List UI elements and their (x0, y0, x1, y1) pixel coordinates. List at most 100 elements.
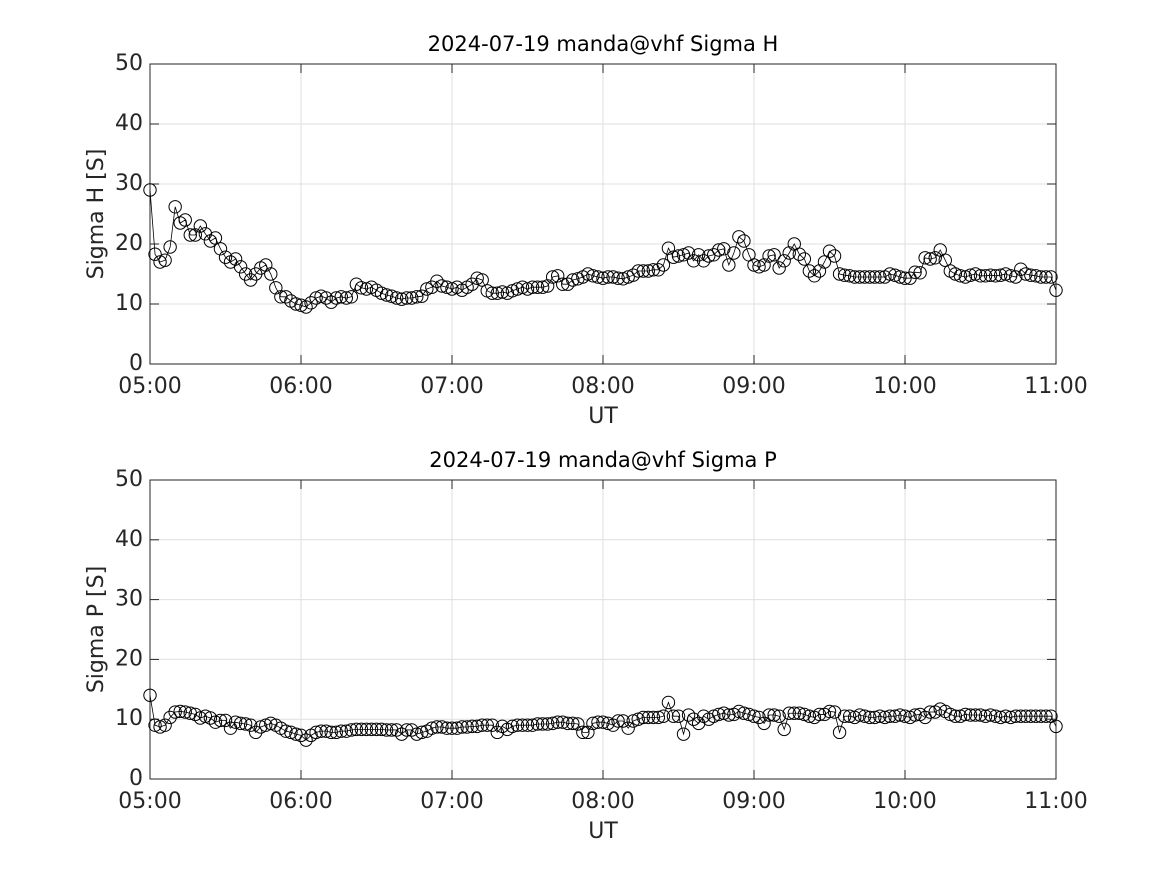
data-point (591, 270, 605, 284)
data-point (827, 249, 842, 263)
axes-border (149, 479, 1057, 780)
data-line (149, 695, 1057, 741)
data-point (596, 715, 610, 729)
data-point (631, 264, 645, 278)
data-point (218, 713, 233, 728)
data-point (908, 708, 922, 722)
y-tick-label: 20 (115, 231, 143, 256)
data-point (485, 286, 499, 300)
data-point (445, 721, 459, 735)
data-point (1004, 710, 1018, 725)
data-point (767, 708, 781, 722)
data-point (168, 705, 182, 719)
data-point (722, 708, 736, 722)
data-point (1014, 709, 1028, 723)
data-point (968, 708, 983, 722)
data-point (400, 291, 414, 305)
data-point (238, 717, 253, 731)
chart-title: 2024-07-19 manda@vhf Sigma P (429, 448, 777, 472)
data-point (938, 253, 952, 267)
data-point (279, 724, 293, 738)
data-point (400, 723, 414, 737)
data-point (289, 727, 303, 741)
y-tick-label: 10 (115, 291, 143, 316)
data-point (958, 707, 973, 722)
data-point (586, 716, 600, 731)
y-tick-label: 40 (115, 111, 143, 136)
data-point (671, 709, 686, 723)
data-point (963, 268, 978, 282)
data-point (802, 709, 817, 723)
data-point (525, 718, 540, 732)
data-point (822, 244, 837, 258)
data-point (339, 724, 353, 738)
data-point (299, 300, 313, 314)
data-point (535, 280, 550, 294)
data-point (535, 717, 550, 731)
data-point (208, 231, 223, 245)
data-point (465, 719, 479, 734)
data-point (490, 286, 504, 300)
data-point (450, 721, 464, 735)
y-tick-label: 50 (115, 51, 143, 76)
x-tick-label: 07:00 (420, 789, 483, 814)
data-point (394, 727, 409, 741)
data-point (847, 270, 862, 284)
data-point (279, 290, 293, 304)
data-point (344, 723, 359, 737)
data-point (364, 722, 379, 737)
data-point (440, 721, 454, 735)
data-point (898, 271, 912, 285)
data-point (415, 289, 429, 303)
data-point (394, 292, 409, 306)
x-axis-label: UT (588, 819, 618, 844)
data-point (1004, 269, 1018, 283)
x-tick-label: 09:00 (722, 374, 785, 399)
data-point (1024, 709, 1038, 723)
data-point (374, 722, 389, 737)
data-point (888, 709, 902, 723)
data-point (893, 708, 907, 722)
data-point (928, 251, 942, 265)
data-point (817, 255, 832, 269)
data-point (893, 270, 907, 284)
data-point (787, 706, 801, 720)
data-point (696, 254, 711, 268)
data-point (812, 707, 827, 722)
data-point (571, 717, 585, 731)
data-point (737, 706, 751, 720)
data-point (264, 267, 278, 281)
data-point (329, 291, 343, 305)
data-point (233, 260, 248, 274)
data-point (475, 273, 489, 287)
data-point (737, 234, 751, 248)
data-point (1009, 709, 1023, 723)
data-point (354, 722, 369, 737)
data-point (993, 710, 1008, 725)
y-tick-label: 30 (115, 587, 143, 612)
data-point (691, 716, 706, 731)
data-point (243, 718, 258, 732)
data-point (837, 268, 852, 282)
data-point (651, 710, 666, 725)
data-point (948, 709, 963, 723)
data-point (329, 725, 343, 740)
data-point (636, 710, 650, 725)
data-point (732, 230, 746, 244)
data-point (762, 249, 776, 263)
data-point (168, 200, 182, 214)
data-point (651, 263, 666, 277)
data-point (188, 707, 203, 722)
data-point (460, 720, 474, 734)
data-point (616, 714, 630, 728)
data-point (405, 723, 419, 737)
data-point (883, 709, 897, 723)
data-point (566, 716, 580, 731)
data-point (485, 718, 499, 732)
data-point (777, 254, 791, 268)
data-point (908, 265, 922, 279)
data-point (978, 269, 993, 283)
data-point (1034, 709, 1048, 723)
data-point (973, 708, 988, 722)
